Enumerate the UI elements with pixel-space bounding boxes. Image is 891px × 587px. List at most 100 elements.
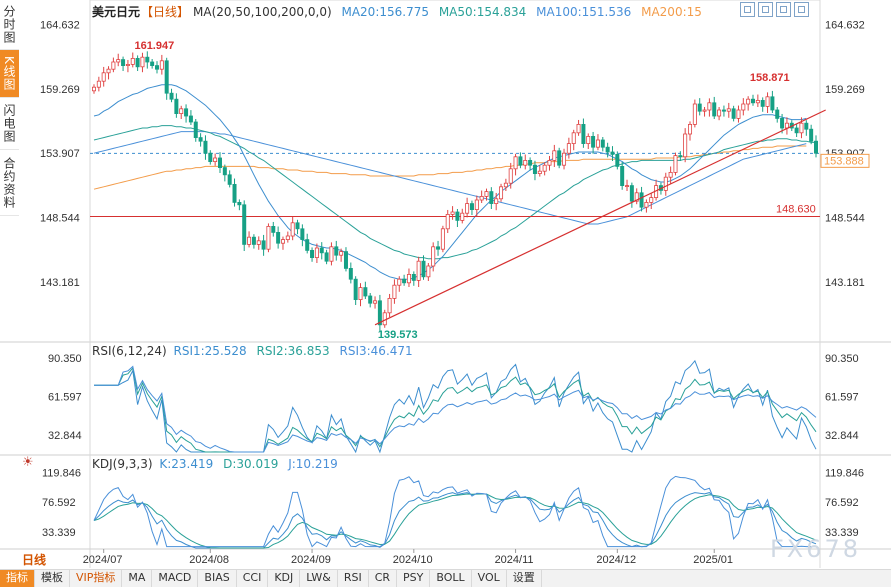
candle-body — [702, 109, 707, 112]
candle-body — [499, 186, 504, 200]
candle-body — [537, 170, 542, 174]
candle-body — [639, 192, 644, 208]
settings-gear-icon[interactable]: ☀ — [22, 454, 34, 469]
fit-icon[interactable] — [740, 2, 755, 17]
j-line — [93, 475, 816, 548]
candle-body — [271, 225, 276, 233]
candle-body — [256, 240, 261, 245]
candle-body — [159, 60, 164, 70]
settings-tab[interactable]: 设置 — [507, 570, 542, 587]
period-selector[interactable]: 日线 — [22, 553, 47, 567]
indicator-vol[interactable]: VOL — [472, 570, 507, 587]
rsi3-value: RSI3:46.471 — [339, 344, 413, 358]
zoom-out-icon[interactable] — [776, 2, 791, 17]
indicator-tab[interactable]: 指标 — [0, 570, 35, 587]
fullscreen-icon[interactable] — [794, 2, 809, 17]
tab-timeshare[interactable]: 分时图 — [0, 0, 19, 50]
candle-body — [804, 122, 809, 130]
candle-body — [377, 300, 382, 326]
template-tab[interactable]: 模板 — [35, 570, 70, 587]
candle-body — [387, 297, 392, 314]
price-tick-left: 159.269 — [40, 84, 80, 96]
kdj-tick-right: 76.592 — [825, 497, 859, 509]
time-label: 2024/09 — [291, 554, 331, 566]
candle-body — [402, 278, 407, 284]
indicator-psy[interactable]: PSY — [397, 570, 431, 587]
candle-body — [794, 127, 799, 134]
indicator-boll[interactable]: BOLL — [430, 570, 472, 587]
candle-body — [92, 86, 97, 92]
rsi2-value: RSI2:36.853 — [256, 344, 330, 358]
rsi3-line — [94, 365, 817, 453]
tab-kline[interactable]: K线图 — [0, 50, 19, 98]
candle-body — [600, 139, 605, 148]
j-value: J:10.219 — [288, 457, 338, 471]
indicator-ma[interactable]: MA — [122, 570, 153, 587]
candle-body — [460, 212, 465, 221]
candle-body — [634, 192, 639, 202]
candle-body — [130, 58, 135, 65]
candle-body — [528, 159, 533, 166]
candle-body — [227, 174, 232, 185]
candle-body — [809, 128, 814, 142]
tab-contract-info[interactable]: 合约资料 — [0, 150, 19, 216]
price-tick-left: 153.907 — [40, 148, 80, 160]
candle-body — [222, 167, 227, 176]
candle-body — [741, 103, 746, 111]
candle-body — [571, 132, 576, 145]
candle-body — [518, 156, 523, 166]
candle-body — [203, 140, 208, 154]
candle-body — [426, 265, 431, 278]
candle-body — [193, 121, 198, 139]
indicator-lw[interactable]: LW& — [300, 570, 338, 587]
candle-body — [566, 143, 571, 154]
ma-params: MA(20,50,100,200,0,0) — [193, 5, 332, 19]
indicator-cci[interactable]: CCI — [237, 570, 269, 587]
candle-body — [174, 98, 179, 114]
candle-body — [373, 300, 378, 304]
candle-body — [576, 124, 581, 134]
candle-body — [135, 58, 140, 68]
support-label: 148.630 — [776, 203, 816, 215]
candle-body — [397, 278, 402, 286]
kdj-tick-right: 33.339 — [825, 527, 859, 539]
indicator-bias[interactable]: BIAS — [198, 570, 237, 587]
rsi-tick-left: 61.597 — [48, 392, 82, 404]
ma100-line — [93, 131, 807, 225]
indicator-rsi[interactable]: RSI — [338, 570, 369, 587]
candle-body — [542, 164, 547, 172]
candle-body — [150, 61, 155, 66]
zoom-in-icon[interactable] — [758, 2, 773, 17]
candle-body — [688, 124, 693, 135]
candle-body — [184, 108, 189, 117]
ma50-value: MA50:154.834 — [438, 5, 527, 19]
tab-flash[interactable]: 闪电图 — [0, 98, 19, 150]
kdj-tick-left: 76.592 — [42, 497, 76, 509]
candle-body — [625, 185, 630, 188]
candle-body — [339, 251, 344, 256]
indicator-macd[interactable]: MACD — [152, 570, 199, 587]
price-tick-right: 159.269 — [825, 84, 865, 96]
candle-body — [591, 135, 596, 148]
rsi-tick-right: 90.350 — [825, 353, 859, 365]
candle-body — [775, 109, 780, 119]
candle-body — [111, 61, 116, 70]
candle-body — [295, 222, 300, 230]
time-label: 2024/11 — [495, 554, 534, 566]
candle-body — [140, 56, 145, 68]
rsi-tick-right: 61.597 — [825, 392, 859, 404]
indicator-kdj[interactable]: KDJ — [268, 570, 301, 587]
vip-indicator-tab[interactable]: VIP指标 — [70, 570, 123, 587]
candle-body — [179, 108, 184, 115]
candle-body — [489, 191, 494, 205]
indicator-cr[interactable]: CR — [369, 570, 398, 587]
candle-body — [755, 100, 760, 104]
candle-body — [717, 109, 722, 117]
candle-body — [629, 185, 634, 202]
candle-body — [251, 236, 256, 245]
candle-body — [300, 228, 305, 241]
candle-body — [780, 118, 785, 129]
candle-body — [305, 239, 310, 251]
ma20-value: MA20:156.775 — [341, 5, 429, 19]
